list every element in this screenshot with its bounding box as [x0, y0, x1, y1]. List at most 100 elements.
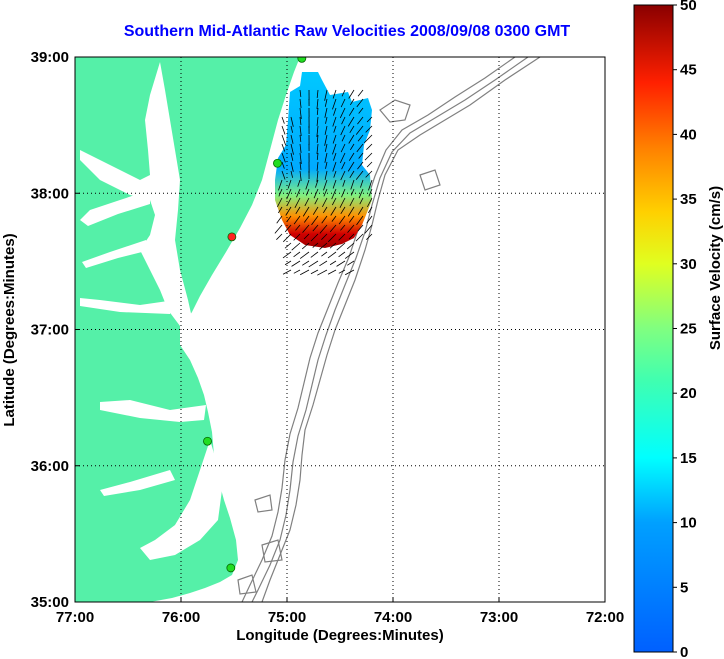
- current-vector: [290, 134, 294, 144]
- colorbar-label: Surface Velocity (cm/s): [707, 186, 724, 350]
- current-vector: [338, 233, 346, 241]
- current-vector: [299, 152, 302, 164]
- current-vector: [276, 215, 283, 224]
- current-vector: [329, 242, 337, 249]
- current-vector: [276, 233, 283, 240]
- colorbar-tick-label: 15: [680, 450, 697, 467]
- colorbar-tick-label: 30: [680, 256, 697, 273]
- current-vector: [364, 224, 373, 234]
- current-vector: [316, 116, 319, 126]
- current-vector: [299, 125, 302, 136]
- current-vector: [312, 224, 319, 232]
- contour-blob-4: [261, 539, 283, 563]
- current-vector: [332, 98, 337, 110]
- current-vector: [316, 152, 319, 161]
- current-vector: [360, 179, 364, 188]
- current-vector: [295, 206, 301, 215]
- current-vector: [368, 179, 373, 191]
- current-vector: [333, 125, 337, 133]
- current-vector: [349, 197, 355, 207]
- current-vector: [341, 116, 346, 125]
- y-tick-label: 38:00: [31, 185, 69, 202]
- x-tick-label: 72:00: [586, 609, 624, 626]
- current-vector: [285, 206, 292, 216]
- pamlico-river: [100, 470, 175, 496]
- chesapeake-bay: [80, 62, 192, 326]
- current-vector: [290, 170, 294, 178]
- current-vector: [348, 233, 355, 240]
- current-vector: [332, 143, 337, 155]
- current-vector: [319, 260, 328, 267]
- current-vector: [324, 125, 328, 135]
- y-axis-label: Latitude (Degrees:Minutes): [1, 233, 18, 426]
- current-vector: [338, 251, 346, 258]
- current-vector: [290, 161, 294, 172]
- x-tick-label: 77:00: [56, 609, 94, 626]
- current-vector: [340, 143, 346, 153]
- current-vector: [363, 134, 373, 144]
- current-vector: [329, 260, 337, 266]
- current-vector: [310, 233, 319, 242]
- current-vector: [350, 179, 355, 190]
- current-vector: [321, 251, 328, 257]
- current-vector: [281, 125, 286, 135]
- current-vector: [366, 161, 373, 168]
- current-vector: [284, 242, 292, 249]
- current-vector: [331, 197, 337, 206]
- current-vector: [347, 116, 355, 127]
- river-rappahannock: [82, 240, 150, 268]
- current-vector: [348, 89, 355, 99]
- current-vector: [303, 215, 310, 223]
- current-vector: [324, 98, 328, 107]
- current-vector: [366, 233, 373, 240]
- current-vector: [302, 224, 310, 233]
- current-vector: [293, 233, 301, 241]
- current-vector: [348, 134, 355, 144]
- colorbar-tick-label: 25: [680, 321, 697, 338]
- colorbar-tick-label: 20: [680, 385, 697, 402]
- current-vector: [356, 215, 364, 226]
- current-vector: [303, 233, 310, 240]
- current-vector: [302, 260, 310, 266]
- current-vector: [332, 116, 337, 127]
- current-vector: [316, 125, 319, 137]
- current-vector: [327, 233, 337, 243]
- current-vector: [315, 179, 319, 188]
- current-vector: [347, 224, 355, 233]
- current-vector: [358, 152, 364, 159]
- current-vectors: [274, 89, 373, 276]
- current-vector: [284, 260, 292, 266]
- current-vector: [325, 161, 328, 169]
- current-vector: [332, 179, 337, 189]
- current-vector: [329, 224, 337, 233]
- radar-stations: [203, 57, 307, 573]
- current-vector: [349, 98, 355, 106]
- current-vector: [290, 152, 294, 161]
- contour-outer: [261, 57, 541, 602]
- current-vector: [302, 206, 310, 217]
- current-vector: [350, 188, 355, 196]
- current-vector: [274, 224, 283, 234]
- current-vector: [316, 161, 319, 171]
- current-vector: [348, 152, 355, 161]
- current-vector: [323, 188, 328, 197]
- current-vector: [322, 197, 328, 208]
- current-vector: [295, 224, 301, 231]
- current-vector: [319, 224, 328, 234]
- current-vector: [299, 269, 310, 276]
- current-vector: [366, 215, 373, 224]
- current-vector: [282, 269, 292, 275]
- current-vector: [364, 152, 373, 161]
- x-tick-label: 76:00: [162, 609, 200, 626]
- current-vector: [316, 170, 319, 182]
- current-vector: [357, 161, 364, 170]
- current-vector: [299, 170, 302, 181]
- current-vector: [368, 188, 373, 197]
- contour-blob-5: [237, 574, 257, 595]
- map-grid: [75, 57, 605, 602]
- current-vector: [324, 89, 328, 101]
- current-vector: [281, 152, 286, 163]
- current-vector: [297, 179, 301, 187]
- radar-station: [273, 158, 282, 168]
